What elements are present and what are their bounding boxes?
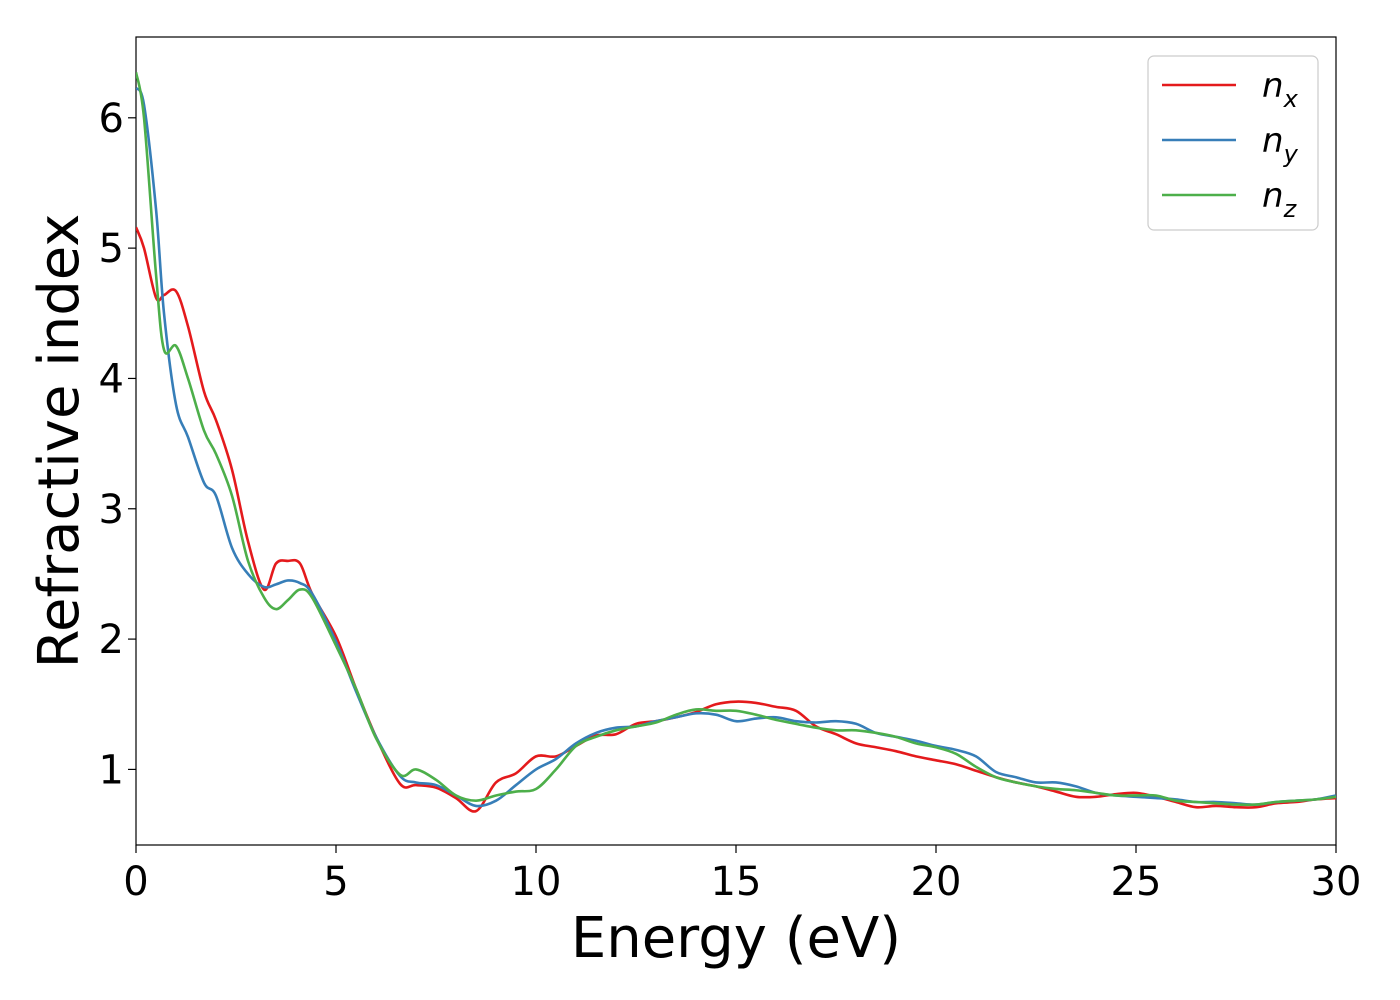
x-tick-label: 30 [1311, 859, 1362, 905]
legend-label-subscript: z [1283, 195, 1298, 223]
x-axis-title: Energy (eV) [571, 906, 901, 971]
legend-label-base: n [1262, 176, 1284, 216]
legend-label-subscript: x [1283, 85, 1299, 113]
x-tick-label: 0 [123, 859, 148, 905]
legend-box [1147, 55, 1319, 231]
y-axis-ticks: 1 2 3 4 5 6 [99, 96, 136, 793]
legend-label-z: nz [1262, 176, 1298, 223]
y-tick-label: 6 [99, 96, 124, 142]
y-tick-label: 5 [99, 226, 124, 272]
legend-label-y: ny [1262, 121, 1299, 168]
legend-label-base: n [1262, 121, 1284, 161]
x-tick-label: 25 [1111, 859, 1162, 905]
y-axis-title: Refractive index [27, 214, 92, 669]
x-axis-ticks: 0 5 10 15 20 25 30 [123, 845, 1361, 905]
x-tick-label: 5 [323, 859, 348, 905]
y-tick-label: 3 [99, 487, 124, 533]
plot-area [135, 36, 1337, 846]
legend-label-subscript: y [1283, 140, 1299, 168]
x-tick-label: 15 [711, 859, 762, 905]
series-group [136, 71, 1336, 813]
legend-label-base: n [1262, 66, 1284, 106]
series-line-z [136, 71, 1336, 807]
x-tick-label: 20 [911, 859, 962, 905]
y-tick-label: 2 [99, 617, 124, 663]
y-tick-label: 4 [99, 356, 124, 402]
legend-label-x: nx [1262, 66, 1299, 113]
x-tick-label: 10 [511, 859, 562, 905]
y-tick-label: 1 [99, 747, 124, 793]
